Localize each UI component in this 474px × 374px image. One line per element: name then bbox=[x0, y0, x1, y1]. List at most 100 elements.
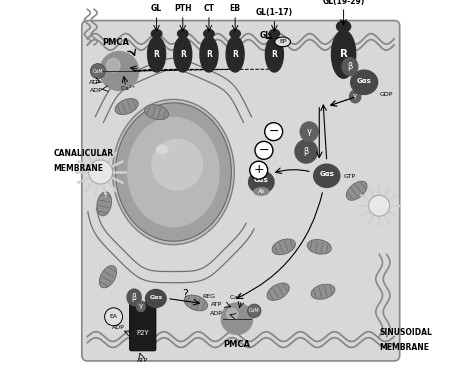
Text: β: β bbox=[347, 62, 353, 71]
Ellipse shape bbox=[145, 105, 168, 120]
Circle shape bbox=[369, 195, 390, 216]
Ellipse shape bbox=[204, 30, 214, 38]
Text: γ: γ bbox=[353, 94, 357, 99]
Circle shape bbox=[247, 304, 261, 318]
Ellipse shape bbox=[112, 99, 234, 245]
Circle shape bbox=[151, 138, 203, 191]
Ellipse shape bbox=[137, 301, 146, 312]
Ellipse shape bbox=[265, 37, 283, 72]
Text: GL(1-17): GL(1-17) bbox=[256, 8, 293, 17]
Ellipse shape bbox=[155, 145, 169, 154]
Text: R: R bbox=[180, 50, 186, 59]
Ellipse shape bbox=[230, 30, 240, 38]
Ellipse shape bbox=[151, 30, 162, 38]
Ellipse shape bbox=[275, 37, 291, 47]
Circle shape bbox=[107, 58, 120, 72]
Text: −: − bbox=[259, 144, 269, 156]
Circle shape bbox=[89, 160, 112, 184]
Text: CaM: CaM bbox=[92, 68, 103, 74]
FancyBboxPatch shape bbox=[130, 302, 156, 351]
Circle shape bbox=[255, 141, 273, 159]
Text: PMCA: PMCA bbox=[102, 38, 129, 47]
Circle shape bbox=[100, 52, 138, 91]
Text: EP: EP bbox=[279, 39, 286, 45]
Ellipse shape bbox=[311, 284, 335, 299]
Text: Ca$^{2+}$: Ca$^{2+}$ bbox=[229, 292, 246, 301]
Ellipse shape bbox=[342, 58, 358, 76]
Circle shape bbox=[250, 161, 268, 179]
Text: Gαs: Gαs bbox=[357, 78, 372, 84]
Text: R: R bbox=[340, 49, 347, 59]
Text: SINUSOIDAL: SINUSOIDAL bbox=[379, 328, 432, 337]
Text: Gαs: Gαs bbox=[149, 295, 163, 300]
Ellipse shape bbox=[174, 37, 192, 72]
Text: REG: REG bbox=[202, 294, 216, 299]
Text: CaM: CaM bbox=[249, 308, 260, 313]
Ellipse shape bbox=[269, 30, 280, 38]
Text: CANALICULAR: CANALICULAR bbox=[54, 149, 114, 158]
Ellipse shape bbox=[349, 90, 361, 103]
Text: β: β bbox=[132, 293, 137, 302]
Text: PTH: PTH bbox=[174, 4, 191, 13]
Text: ATP: ATP bbox=[89, 80, 100, 85]
Ellipse shape bbox=[178, 30, 188, 38]
Text: R: R bbox=[154, 50, 160, 59]
Text: GTP: GTP bbox=[344, 174, 356, 179]
Text: GL(19-29): GL(19-29) bbox=[322, 0, 365, 6]
Circle shape bbox=[91, 64, 105, 79]
Ellipse shape bbox=[337, 21, 351, 32]
Ellipse shape bbox=[200, 37, 218, 72]
Ellipse shape bbox=[307, 239, 331, 254]
Text: ADP: ADP bbox=[210, 310, 223, 316]
Text: EA: EA bbox=[109, 314, 118, 319]
Ellipse shape bbox=[331, 30, 356, 78]
Text: ?: ? bbox=[182, 289, 188, 298]
Text: GL: GL bbox=[151, 4, 162, 13]
Ellipse shape bbox=[295, 140, 318, 163]
Ellipse shape bbox=[272, 239, 295, 255]
Ellipse shape bbox=[127, 117, 220, 227]
Text: R: R bbox=[272, 50, 277, 59]
Text: GDP: GDP bbox=[380, 92, 393, 97]
Text: Ab: Ab bbox=[258, 189, 265, 194]
Circle shape bbox=[221, 303, 253, 334]
Ellipse shape bbox=[267, 283, 289, 300]
Text: EB: EB bbox=[229, 4, 241, 13]
Ellipse shape bbox=[116, 103, 231, 241]
Text: γ: γ bbox=[139, 303, 143, 309]
Ellipse shape bbox=[254, 188, 269, 195]
Ellipse shape bbox=[115, 99, 138, 114]
Text: Gαs: Gαs bbox=[254, 177, 269, 183]
Text: GL: GL bbox=[259, 31, 271, 40]
Text: Gαs: Gαs bbox=[319, 171, 334, 177]
Ellipse shape bbox=[346, 181, 367, 200]
Text: −: − bbox=[268, 125, 279, 138]
Ellipse shape bbox=[127, 289, 141, 306]
Ellipse shape bbox=[300, 122, 318, 141]
Text: MEMBRANE: MEMBRANE bbox=[54, 164, 104, 173]
Text: ATP: ATP bbox=[137, 358, 148, 363]
Circle shape bbox=[264, 123, 283, 141]
Text: MEMBRANE: MEMBRANE bbox=[379, 343, 429, 352]
Ellipse shape bbox=[100, 266, 117, 288]
Text: ADP: ADP bbox=[91, 88, 103, 93]
Text: ADP: ADP bbox=[112, 325, 125, 330]
Text: R: R bbox=[206, 50, 212, 59]
Ellipse shape bbox=[226, 37, 244, 72]
Ellipse shape bbox=[314, 164, 340, 187]
Ellipse shape bbox=[147, 37, 165, 72]
Text: +: + bbox=[254, 163, 264, 176]
Text: P2Y: P2Y bbox=[137, 330, 149, 336]
Circle shape bbox=[227, 309, 238, 319]
Text: CT: CT bbox=[203, 4, 214, 13]
Ellipse shape bbox=[146, 289, 166, 307]
Text: Ca$^{2+}$: Ca$^{2+}$ bbox=[120, 83, 137, 92]
Text: β: β bbox=[303, 147, 309, 156]
Text: R: R bbox=[232, 50, 238, 59]
Ellipse shape bbox=[184, 295, 208, 311]
Ellipse shape bbox=[248, 171, 274, 193]
Text: ATP: ATP bbox=[211, 302, 222, 307]
Text: PMCA: PMCA bbox=[224, 340, 250, 349]
Ellipse shape bbox=[351, 70, 378, 94]
FancyBboxPatch shape bbox=[82, 21, 400, 361]
